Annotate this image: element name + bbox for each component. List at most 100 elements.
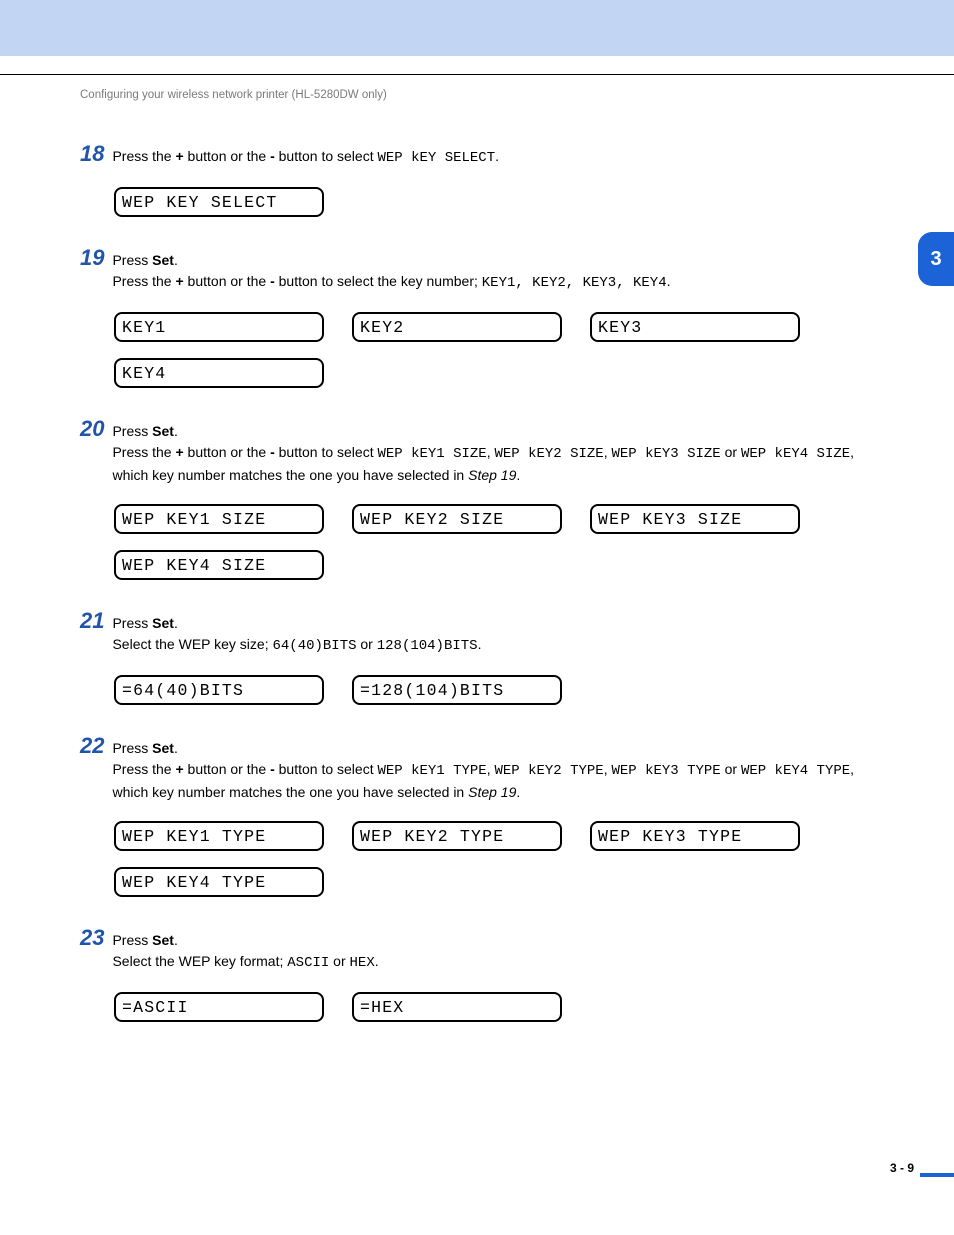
plus-button-label: + [175,761,183,777]
step-number: 18 [80,141,108,167]
text: . [478,636,482,652]
text: . [516,784,520,800]
mono-text: KEY1, KEY2, KEY3, KEY4 [482,275,667,291]
text: button to select the key number; [275,273,482,289]
text: . [174,932,178,948]
text: Select the WEP key format; [112,953,287,969]
mono-text: WEP kEY2 SIZE [494,446,603,462]
text: Press [112,423,152,439]
lcd-row: WEP KEY SELECT [114,187,874,217]
lcd-row: =ASCII =HEX [114,992,874,1022]
lcd-row: =64(40)BITS =128(104)BITS [114,675,874,705]
step-body: Press Set. Press the + button or the - b… [112,245,872,294]
lcd-display: KEY1 [114,312,324,342]
mono-text: HEX [350,955,375,971]
step-body: Press the + button or the - button to se… [112,141,872,169]
step-19: 19 Press Set. Press the + button or the … [80,245,874,294]
set-button-label: Set [152,423,174,439]
lcd-display: WEP KEY4 SIZE [114,550,324,580]
lcd-display: =64(40)BITS [114,675,324,705]
page-number: 3 - 9 [890,1161,914,1175]
text: . [174,252,178,268]
text: or [329,953,349,969]
lcd-display: =HEX [352,992,562,1022]
lcd-display: WEP KEY2 SIZE [352,504,562,534]
lcd-display: WEP KEY SELECT [114,187,324,217]
page-content: Configuring your wireless network printe… [0,75,954,1022]
mono-text: 128(104)BITS [377,638,478,654]
lcd-display: WEP KEY3 SIZE [590,504,800,534]
plus-button-label: + [175,273,183,289]
step-body: Press Set. Press the + button or the - b… [112,733,872,803]
step-body: Press Set. Select the WEP key format; AS… [112,925,872,974]
text: Press the [112,273,175,289]
lcd-display: =128(104)BITS [352,675,562,705]
text: button or the [184,444,270,460]
text: button or the [184,148,270,164]
text: button or the [184,761,270,777]
text: . [516,467,520,483]
mono-text: 64(40)BITS [272,638,356,654]
step-body: Press Set. Press the + button or the - b… [112,416,872,486]
text: . [495,148,499,164]
lcd-display: WEP KEY4 TYPE [114,867,324,897]
text: or [357,636,377,652]
mono-text: WEP kEY1 SIZE [377,446,486,462]
step-ref: Step 19 [468,784,516,800]
text: . [174,740,178,756]
mono-text: ASCII [287,955,329,971]
lcd-row: KEY1 KEY2 KEY3 KEY4 [114,312,874,388]
plus-button-label: + [175,444,183,460]
chapter-tab: 3 [918,232,954,286]
lcd-display: WEP KEY2 TYPE [352,821,562,851]
mono-text: WEP kEY4 SIZE [741,446,850,462]
step-number: 19 [80,245,108,271]
lcd-row: WEP KEY1 SIZE WEP KEY2 SIZE WEP KEY3 SIZ… [114,504,874,580]
mono-text: WEP kEY3 TYPE [611,763,720,779]
lcd-display: =ASCII [114,992,324,1022]
set-button-label: Set [152,252,174,268]
set-button-label: Set [152,615,174,631]
text: button to select [275,148,378,164]
text: or [721,444,741,460]
step-22: 22 Press Set. Press the + button or the … [80,733,874,803]
text: . [667,273,671,289]
text: Select the WEP key size; [112,636,272,652]
text: Press [112,932,152,948]
text: button to select [275,444,378,460]
text: Press the [112,761,175,777]
step-ref: Step 19 [468,467,516,483]
mono-text: WEP kEY2 TYPE [494,763,603,779]
text: Press [112,615,152,631]
text: button or the [184,273,270,289]
step-20: 20 Press Set. Press the + button or the … [80,416,874,486]
step-21: 21 Press Set. Select the WEP key size; 6… [80,608,874,657]
step-23: 23 Press Set. Select the WEP key format;… [80,925,874,974]
step-number: 20 [80,416,108,442]
set-button-label: Set [152,932,174,948]
lcd-display: KEY3 [590,312,800,342]
lcd-display: KEY2 [352,312,562,342]
lcd-display: WEP KEY1 SIZE [114,504,324,534]
footer-bar [920,1173,954,1177]
mono-text: WEP kEY4 TYPE [741,763,850,779]
mono-text: WEP kEY1 TYPE [377,763,486,779]
set-button-label: Set [152,740,174,756]
step-number: 21 [80,608,108,634]
text: . [174,615,178,631]
step-body: Press Set. Select the WEP key size; 64(4… [112,608,872,657]
text: or [721,761,741,777]
step-number: 22 [80,733,108,759]
lcd-display: WEP KEY1 TYPE [114,821,324,851]
step-number: 23 [80,925,108,951]
text: button to select [275,761,378,777]
text: Press the [112,444,175,460]
mono-text: WEP kEY SELECT [377,150,495,166]
text: Press [112,252,152,268]
lcd-row: WEP KEY1 TYPE WEP KEY2 TYPE WEP KEY3 TYP… [114,821,874,897]
lcd-display: KEY4 [114,358,324,388]
step-18: 18 Press the + button or the - button to… [80,141,874,169]
text: . [174,423,178,439]
page-header: Configuring your wireless network printe… [80,89,874,101]
mono-text: WEP kEY3 SIZE [611,446,720,462]
